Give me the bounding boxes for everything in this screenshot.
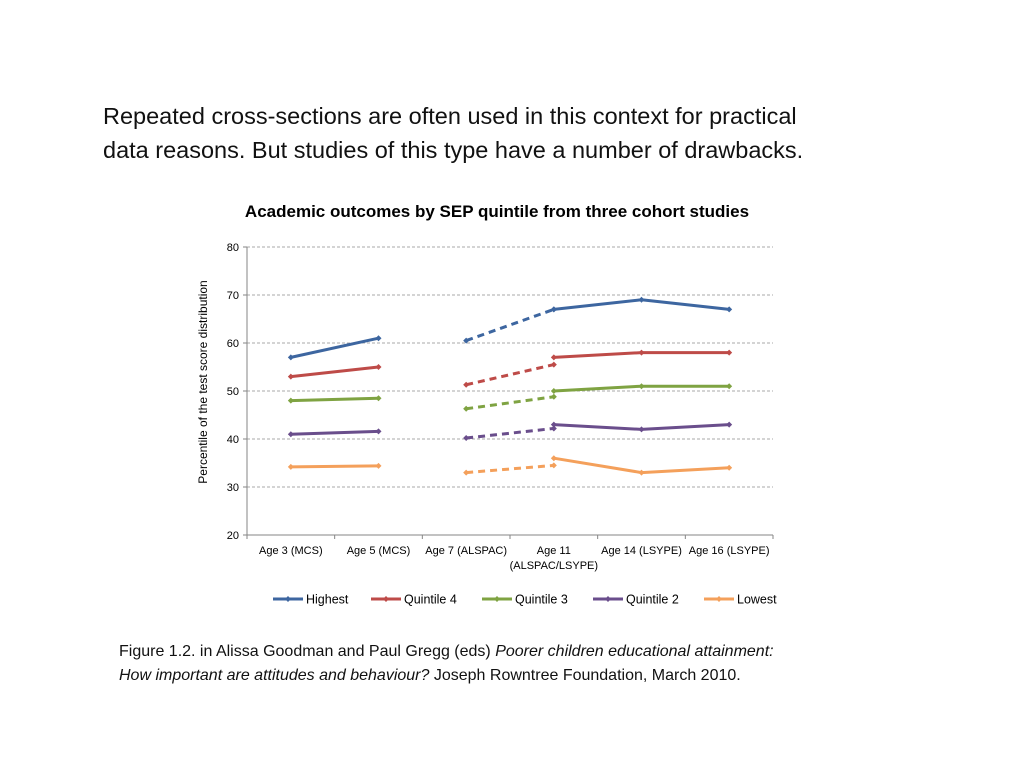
data-point [550,425,557,432]
data-point [287,373,294,380]
caption-line-1: Figure 1.2. in Alissa Goodman and Paul G… [119,640,939,664]
data-point [463,405,470,412]
legend-marker [383,596,389,602]
legend-label: Quintile 3 [515,593,568,607]
legend-marker [605,596,611,602]
caption-publisher: Joseph Rowntree Foundation, March 2010. [429,667,741,684]
series-line-alspac [465,363,555,387]
data-point [287,463,294,470]
series-line-alspac [465,307,555,343]
data-point [726,421,733,428]
data-point [550,462,557,469]
caption-line-2: How important are attitudes and behaviou… [119,664,939,688]
figure-caption: Figure 1.2. in Alissa Goodman and Paul G… [119,640,939,688]
data-point [375,364,382,370]
series-lowest [287,455,733,476]
legend-label: Quintile 2 [626,593,679,607]
legend-label: Lowest [737,593,777,607]
data-point [375,462,382,469]
series-quintile-2 [287,421,733,442]
data-point [726,383,733,390]
data-point [287,354,294,361]
data-point [638,469,645,476]
legend-label: Quintile 4 [404,593,457,607]
axes: 20 30 40 50 60 70 80 Age 3 (MCS) Age 5 (MCS) Age … [227,242,774,572]
series-line-mcs [290,464,379,469]
data-point [287,431,294,438]
legend-item: Quintile 4 [371,593,457,607]
data-point [463,337,470,344]
intro-line-1: Repeated cross-sections are often used i… [103,103,797,129]
data-point [638,383,645,390]
data-point [726,349,733,356]
data-point [550,354,557,361]
x-tick-label: Age 16 (LSYPE) [689,545,770,557]
data-point [463,435,470,442]
x-tick-label: (ALSPAC/LSYPE) [510,560,598,572]
x-tick-label: Age 3 (MCS) [259,545,323,557]
gridlines [247,246,773,488]
series-line-mcs [290,429,379,436]
data-point [463,469,470,476]
line-chart: Academic outcomes by SEP quintile from t… [196,202,777,607]
caption-title-part-1: Poorer children educational attainment: [495,643,774,660]
intro-line-2: data reasons. But studies of this type h… [103,137,804,163]
legend-item: Highest [273,593,349,607]
data-point [726,464,733,471]
y-tick-label: 40 [227,434,239,446]
legend-item: Quintile 2 [593,593,679,607]
data-point [550,455,557,462]
series-lines [287,296,733,476]
data-point [375,335,382,342]
data-point [550,306,557,313]
series-highest [287,296,733,361]
legend-item: Lowest [704,593,777,607]
data-point [550,388,557,394]
legend-marker [494,596,500,602]
x-tick-label: Age 7 (ALSPAC) [425,545,507,557]
y-tick-label: 50 [227,386,239,398]
data-point [726,306,733,313]
series-line-alspac [466,426,554,440]
caption-title-part-2: How important are attitudes and behaviou… [119,667,430,684]
data-point [550,421,557,428]
series-line-alspac [465,395,555,411]
x-tick-label: Age 5 (MCS) [347,545,411,557]
chart-title: Academic outcomes by SEP quintile from t… [245,202,749,221]
data-point [638,426,645,433]
series-line-alspac [466,463,554,475]
series-line-mcs [290,396,379,403]
data-point [463,381,470,388]
caption-source-text: Figure 1.2. in Alissa Goodman and Paul G… [119,643,496,660]
data-point [638,349,645,356]
legend-marker [716,596,722,602]
y-tick-label: 20 [227,530,239,542]
data-point [638,296,645,303]
intro-text: Repeated cross-sections are often used i… [103,99,923,167]
data-point [287,397,294,404]
y-tick-label: 60 [227,338,239,350]
data-point [550,393,557,400]
x-tick-label: Age 11 [537,545,571,557]
y-tick-label: 30 [227,482,239,494]
data-point [375,395,382,402]
data-point [550,361,557,368]
legend: Highest Quintile 4 Quintile 3 Quintile 2 Low… [273,593,777,607]
data-point [375,428,382,435]
series-line-mcs [290,336,379,359]
legend-item: Quintile 3 [482,593,568,607]
series-quintile-3 [287,383,733,412]
y-axis-label: Percentile of the test score distributio… [196,280,210,483]
series-quintile-4 [287,349,733,388]
y-tick-label: 80 [227,242,239,254]
x-tick-label: Age 14 (LSYPE) [601,545,682,557]
legend-marker [285,596,291,602]
legend-label: Highest [306,593,349,607]
series-line-mcs [290,365,379,379]
y-tick-label: 70 [227,290,239,302]
